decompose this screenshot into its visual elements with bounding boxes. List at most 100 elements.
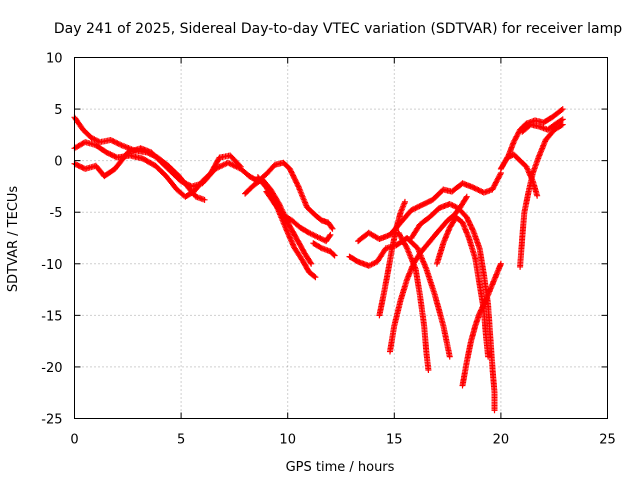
data-point-markers: [429, 187, 446, 203]
x-axis-label: GPS time / hours: [286, 460, 395, 475]
series-4: [246, 159, 336, 232]
data-point-markers: [455, 205, 469, 220]
data-point-markers: [323, 233, 333, 245]
data-point-markers: [483, 333, 491, 358]
data-point-markers: [404, 235, 420, 251]
grid-lines: [74, 57, 608, 419]
data-point: [425, 367, 432, 374]
data-point-markers: [393, 210, 404, 231]
data-point-markers: [152, 162, 169, 179]
data-point-markers: [225, 159, 243, 172]
data-point-markers: [242, 183, 256, 197]
data-point-markers: [80, 126, 94, 140]
data-point-markers: [440, 226, 453, 247]
data-point-markers: [274, 204, 288, 230]
data-point: [401, 198, 408, 205]
data-point-markers: [517, 157, 529, 169]
data-point-markers: [263, 188, 280, 209]
data-point-markers: [551, 122, 565, 133]
x-tick-label: 10: [279, 433, 296, 448]
data-point-markers: [517, 236, 526, 270]
data-point-markers: [423, 265, 438, 297]
data-point: [463, 193, 470, 200]
data-point-markers: [254, 174, 269, 190]
data-point-markers: [419, 197, 435, 208]
data-point-markers: [440, 322, 453, 359]
data-point-markers: [489, 171, 504, 193]
data-point-markers: [237, 165, 252, 179]
data-point-markers: [395, 229, 410, 250]
data-point: [559, 121, 566, 128]
data-point-markers: [365, 259, 379, 269]
plot-frame: [74, 57, 608, 419]
data-point-markers: [267, 186, 282, 206]
data-point: [559, 106, 566, 113]
data-point-markers: [199, 167, 218, 187]
series-10: [355, 170, 504, 245]
y-tick-label: -20: [41, 361, 62, 376]
data-point: [312, 274, 319, 281]
series-7: [263, 188, 319, 281]
data-point-markers: [293, 235, 307, 256]
x-tick-label: 15: [386, 433, 403, 448]
data-point: [559, 116, 566, 123]
x-tick-label: 0: [70, 433, 78, 448]
data-point: [329, 225, 336, 232]
data-point-markers: [427, 206, 441, 220]
data-point-markers: [504, 140, 517, 162]
data-point-markers: [465, 235, 478, 261]
y-axis-label: SDTVAR / TECUs: [6, 186, 21, 293]
data-point-markers: [263, 162, 277, 178]
data-point: [201, 196, 208, 203]
data-point-markers: [536, 138, 549, 159]
data-point-markers: [542, 127, 557, 143]
data-point-markers: [423, 348, 432, 372]
data-point-markers: [431, 291, 446, 328]
data-point-markers: [519, 210, 528, 241]
data-point-markers: [286, 165, 301, 189]
series-19: [504, 106, 566, 162]
data-point-markers: [549, 107, 565, 121]
data-point-markers: [433, 218, 450, 236]
x-tick-label: 20: [493, 433, 510, 448]
data-point-markers: [71, 160, 87, 172]
data-point-markers: [544, 121, 559, 133]
data-point-markers: [446, 201, 460, 211]
series-3: [71, 145, 253, 190]
data-point-markers: [457, 195, 469, 211]
data-point-markers: [182, 189, 196, 200]
series-9: [346, 235, 453, 360]
data-point: [446, 353, 453, 360]
data-point-markers: [282, 224, 297, 249]
data-point-markers: [291, 244, 305, 263]
series-13: [395, 229, 432, 374]
data-point-markers: [517, 121, 529, 133]
series-8: [310, 240, 338, 259]
data-point-markers: [404, 245, 418, 271]
series-15: [433, 214, 492, 360]
data-point-markers: [280, 159, 292, 171]
data-point-markers: [327, 248, 337, 258]
data-point-markers: [227, 152, 243, 169]
data-point-markers: [376, 293, 387, 319]
data-point: [534, 192, 541, 199]
y-tick-label: -15: [41, 309, 62, 324]
data-point-markers: [387, 324, 397, 355]
series-16: [459, 260, 504, 389]
data-point-markers: [289, 217, 303, 230]
data-point-markers: [416, 214, 433, 228]
data-point-markers: [421, 322, 430, 353]
data-point-markers: [468, 324, 478, 345]
x-tick-label: 5: [177, 433, 185, 448]
data-point-markers: [299, 257, 312, 274]
data-point-markers: [284, 219, 299, 240]
data-point-markers: [310, 240, 324, 251]
series-17: [497, 151, 541, 199]
data-point-markers: [444, 213, 456, 224]
data-point-markers: [295, 183, 310, 209]
data-point: [497, 260, 504, 267]
data-point-markers: [459, 360, 470, 389]
series-20: [519, 116, 566, 135]
data-point-markers: [163, 173, 179, 192]
